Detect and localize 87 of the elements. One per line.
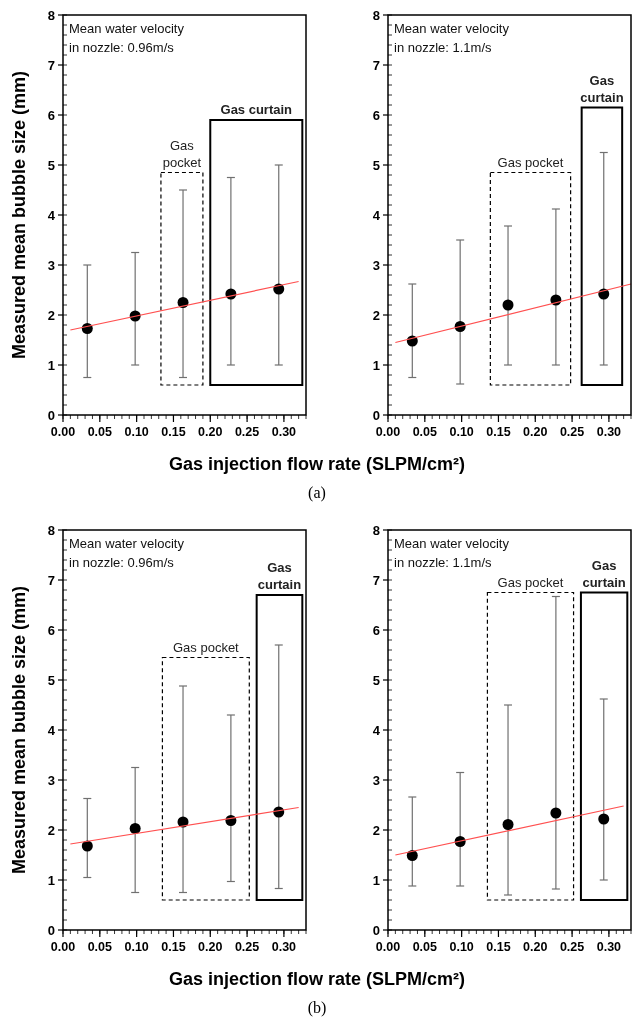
x-tick-label: 0.15 [161,425,186,439]
annotation: Gas curtain [582,557,626,590]
x-tick-label: 0.00 [375,940,401,954]
y-tick-label: 2 [47,822,55,838]
y-tick-label: 8 [47,522,55,538]
y-tick-label: 4 [47,722,56,738]
point [502,819,514,830]
y-tick-label: 1 [47,872,55,888]
y-tick-label: 2 [372,822,380,838]
annotation: Gas curtain [220,102,293,117]
x-tick-label: 0.05 [87,425,113,439]
y-axis-title: Measured mean bubble size (mm) [9,70,29,360]
x-tick-label: 0.10 [124,940,149,954]
x-tick-label: 0.00 [50,940,76,954]
x-tick-label: 0.20 [523,940,548,954]
y-tick-label: 5 [47,672,55,688]
x-tick-label: 0.10 [449,940,474,954]
x-tick-label: 0.10 [449,425,474,439]
y-tick-label: 1 [372,357,380,373]
y-tick-label: 6 [47,622,55,638]
annotation: Gas curtain [257,560,302,592]
y-tick-label: 3 [372,257,380,273]
y-tick-label: 2 [372,307,380,323]
x-tick-label: 0.30 [596,425,622,439]
x-tick-label: 0.30 [596,940,622,954]
y-tick-label: 3 [47,772,55,788]
text: (b) [307,999,327,1017]
x-axis-title: Gas injection flow rate (SLPM/cm²) [168,969,466,989]
annotation: Mean water velocity in nozzle: 1.1m/s [394,21,510,55]
point [129,823,141,834]
y-tick-label: 7 [47,57,55,73]
annotation: Gas pocket [172,639,240,655]
y-tick-label: 8 [372,7,380,23]
y-tick-label: 7 [47,572,55,588]
text: (a) [308,484,326,502]
annotation: Gas pocket [497,154,564,170]
y-tick-label: 7 [372,572,380,588]
x-tick-label: 0.25 [559,425,585,439]
y-tick-label: 4 [372,722,381,738]
y-tick-label: 5 [47,157,55,173]
y-tick-label: 5 [372,672,380,688]
y-tick-label: 3 [47,257,55,273]
y-tick-label: 0 [372,922,380,938]
x-tick-label: 0.25 [559,940,585,954]
y-tick-label: 0 [47,922,55,938]
point [550,807,562,819]
x-tick-label: 0.20 [198,940,223,954]
x-tick-label: 0.05 [412,425,438,439]
annotation: Gas curtain [580,72,624,105]
y-tick-label: 3 [372,772,380,788]
annotation: Mean water velocity in nozzle: 0.96m/s [69,21,185,55]
x-tick-label: 0.20 [198,425,223,439]
y-tick-label: 0 [47,407,55,423]
x-tick-label: 0.15 [486,425,511,439]
x-axis-title: Gas injection flow rate (SLPM/cm²) [168,454,466,474]
y-axis-title: Measured mean bubble size (mm) [9,585,29,875]
x-tick-label: 0.00 [375,425,401,439]
x-tick-label: 0.05 [412,940,438,954]
y-tick-label: 6 [47,107,55,123]
y-tick-label: 4 [372,207,381,223]
y-tick-label: 6 [372,622,380,638]
point [598,813,610,825]
y-tick-label: 8 [47,7,55,23]
y-tick-label: 1 [372,872,380,888]
x-tick-label: 0.25 [234,940,260,954]
y-tick-label: 5 [372,157,380,173]
y-tick-label: 1 [47,357,55,373]
x-tick-label: 0.20 [523,425,548,439]
annotation: Gas pocket [162,137,202,170]
annotation: Mean water velocity in nozzle: 1.1m/s [394,536,510,570]
x-tick-label: 0.05 [87,940,113,954]
x-tick-label: 0.10 [124,425,149,439]
annotation: Mean water velocity in nozzle: 0.96m/s [69,536,185,570]
point [502,299,514,311]
y-tick-label: 4 [47,207,56,223]
y-tick-label: 2 [47,307,55,323]
y-tick-label: 8 [372,522,380,538]
y-tick-label: 0 [372,407,380,423]
annotation: Gas pocket [497,574,564,590]
x-tick-label: 0.15 [161,940,186,954]
x-tick-label: 0.25 [234,425,260,439]
y-tick-label: 7 [372,57,380,73]
x-tick-label: 0.00 [50,425,76,439]
x-tick-label: 0.15 [486,940,511,954]
x-tick-label: 0.30 [271,940,297,954]
y-tick-label: 6 [372,107,380,123]
x-tick-label: 0.30 [271,425,297,439]
